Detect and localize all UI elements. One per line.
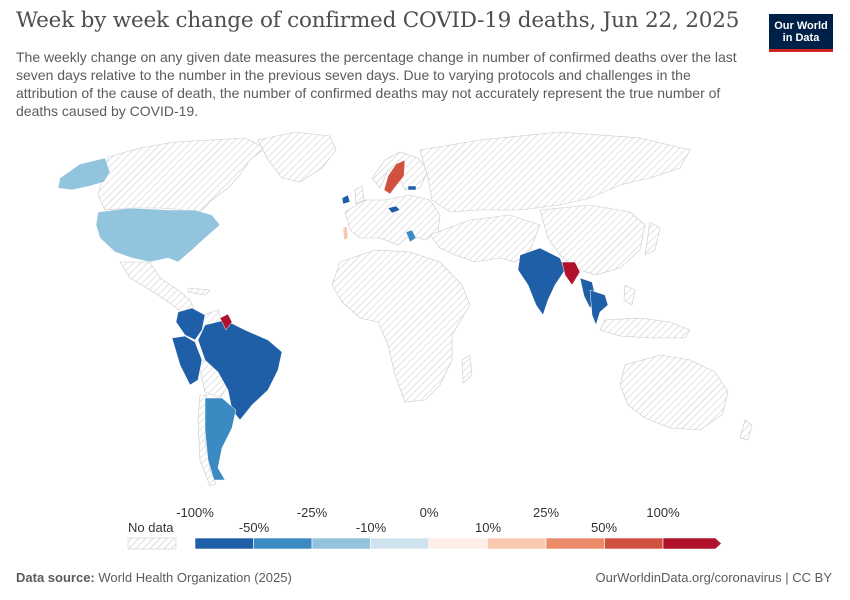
legend-tick-top-2: -25% <box>296 505 328 520</box>
legend-bin-5[interactable] <box>428 537 488 550</box>
legend-bin-7[interactable] <box>545 537 605 550</box>
owid-logo[interactable]: Our World in Data <box>769 14 833 52</box>
legend-nodata-label: No data <box>128 520 174 535</box>
footer-url[interactable]: OurWorldinData.org/coronavirus | CC BY <box>595 570 832 585</box>
legend-bin-8[interactable] <box>604 537 664 550</box>
logo-line-2: in Data <box>782 32 820 44</box>
data-source-value[interactable]: World Health Organization (2025) <box>98 570 292 585</box>
legend-bin-4[interactable] <box>370 537 430 550</box>
country-colombia[interactable] <box>175 307 206 341</box>
country-peru[interactable] <box>171 335 203 386</box>
legend-tick-bottom-1: -50% <box>238 520 270 535</box>
country-brazil[interactable] <box>197 319 283 421</box>
philippines-nodata[interactable] <box>623 284 636 306</box>
country-india[interactable] <box>517 247 566 316</box>
madagascar-nodata[interactable] <box>461 354 473 384</box>
legend-bin-2[interactable] <box>253 537 313 550</box>
country-thailand[interactable] <box>589 289 609 326</box>
country-united-states[interactable] <box>95 207 221 263</box>
country-portugal[interactable] <box>342 225 349 241</box>
legend-bin-6[interactable] <box>487 537 547 550</box>
legend-tick-top-4: 25% <box>532 505 560 520</box>
legend-tick-bottom-4: 50% <box>590 520 618 535</box>
country-suriname[interactable] <box>219 313 233 331</box>
logo-line-1: Our World <box>774 20 828 32</box>
legend-bin-3[interactable] <box>311 537 371 550</box>
middle-east-central-asia-nodata[interactable] <box>429 214 541 263</box>
greenland-nodata[interactable] <box>257 131 337 183</box>
canada-nodata[interactable] <box>97 137 266 213</box>
southeast-asia-islands-nodata[interactable] <box>599 317 691 339</box>
country-alaska[interactable] <box>57 157 111 191</box>
cuba-nodata[interactable] <box>187 287 211 296</box>
legend-tick-bottom-2: -10% <box>355 520 387 535</box>
legend-tick-top-3: 0% <box>419 505 439 520</box>
legend-bin-9[interactable] <box>662 537 722 550</box>
japan-nodata[interactable] <box>644 221 661 256</box>
data-source: Data source: World Health Organization (… <box>16 570 292 585</box>
country-czechia[interactable] <box>387 205 401 214</box>
country-ireland[interactable] <box>341 194 351 205</box>
legend-tick-top-1: -100% <box>176 505 214 520</box>
country-bangladesh[interactable] <box>561 261 581 286</box>
uk-nodata[interactable] <box>354 185 365 205</box>
new-zealand-nodata[interactable] <box>739 419 753 441</box>
australia-nodata[interactable] <box>619 354 729 431</box>
country-greece[interactable] <box>405 229 417 243</box>
data-source-label: Data source: <box>16 570 95 585</box>
mexico-central-america-nodata[interactable] <box>119 261 196 316</box>
map-legend: No data -100% -25% 0% 25% 100% -50% -10%… <box>0 500 850 560</box>
country-sweden[interactable] <box>383 159 406 195</box>
china-east-asia-nodata[interactable] <box>539 204 646 276</box>
legend-tick-top-5: 100% <box>646 505 680 520</box>
country-argentina[interactable] <box>204 397 237 481</box>
legend-nodata-swatch <box>127 537 177 550</box>
chart-title: Week by week change of confirmed COVID-1… <box>16 8 740 33</box>
world-map[interactable] <box>0 128 850 498</box>
africa-nodata[interactable] <box>331 249 471 403</box>
russia-nodata[interactable] <box>419 131 691 213</box>
legend-scale <box>127 537 722 550</box>
legend-tick-bottom-3: 10% <box>474 520 502 535</box>
chart-subtitle: The weekly change on any given date meas… <box>16 49 737 119</box>
country-latvia[interactable] <box>407 185 417 191</box>
legend-bin-1[interactable] <box>194 537 254 550</box>
